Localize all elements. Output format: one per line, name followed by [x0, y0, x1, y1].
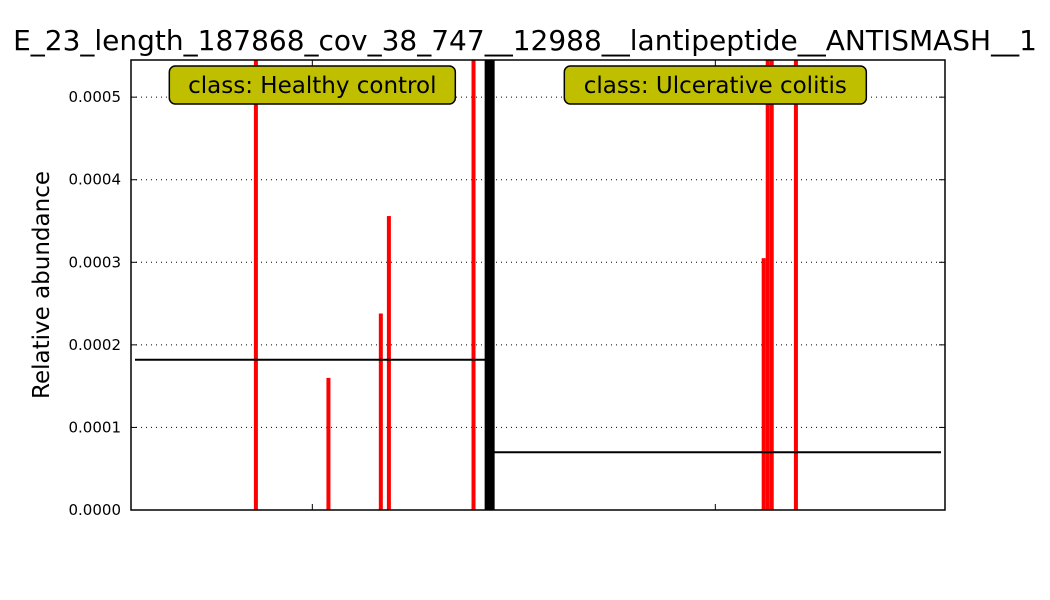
abundance-bar: [471, 60, 476, 510]
y-tick-label: 0.0003: [69, 253, 122, 271]
abundance-bar: [378, 313, 383, 510]
plot-frame: [130, 59, 946, 511]
class-separator: [484, 60, 495, 510]
abundance-bar: [765, 60, 770, 510]
y-tick-label: 0.0000: [69, 501, 122, 519]
class-labels: class: Healthy control class: Ulcerative …: [168, 65, 868, 105]
abundance-bar: [386, 216, 391, 510]
grid-lines: [131, 96, 945, 428]
y-tick-label: 0.0004: [69, 171, 122, 189]
x-axis-ticks: [311, 60, 716, 510]
class-label-text: class: Ulcerative colitis: [584, 73, 847, 99]
class-label-box: [168, 65, 457, 105]
plot-area: [135, 60, 941, 510]
class-label-text: class: Healthy control: [188, 73, 436, 99]
y-tick-label: 0.0005: [69, 88, 122, 106]
y-axis-ticks: 0.0000 0.0001 0.0002 0.0003 0.0004 0.0005: [69, 88, 945, 519]
chart-title: E_23_length_187868_cov_38_747__12988__la…: [13, 24, 1037, 57]
abundance-bar: [769, 60, 774, 510]
abundance-bar: [326, 377, 331, 510]
abundance-bar: [761, 258, 766, 510]
y-axis-label: Relative abundance: [29, 171, 55, 399]
y-tick-label: 0.0002: [69, 336, 122, 354]
abundance-bar: [253, 60, 258, 510]
class-label-box: [563, 65, 868, 105]
abundance-bar: [793, 60, 798, 510]
y-tick-label: 0.0001: [69, 418, 122, 436]
